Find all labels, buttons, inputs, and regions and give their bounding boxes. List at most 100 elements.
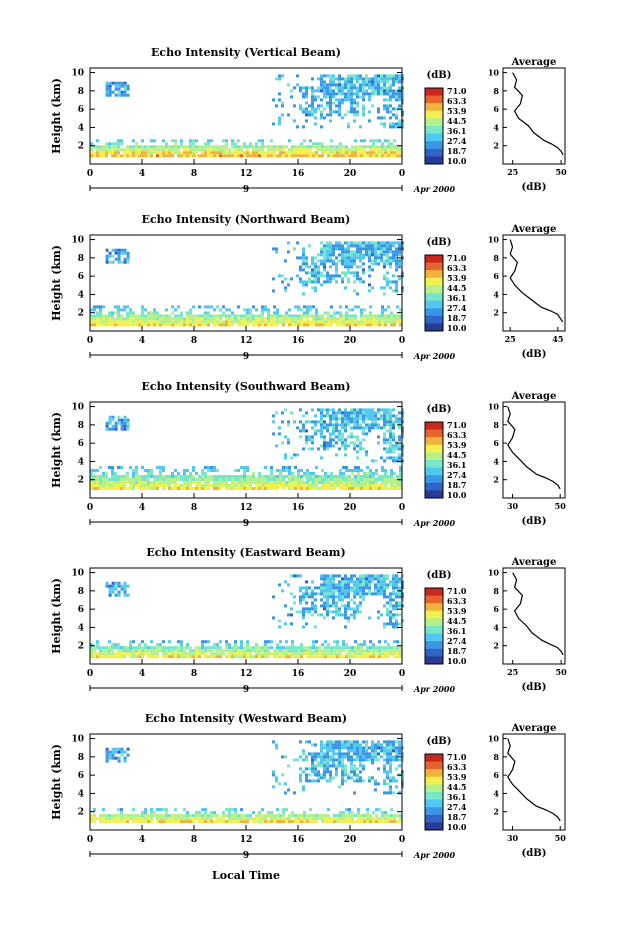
- heatmap-cell: [350, 417, 353, 421]
- heatmap-cell: [309, 478, 312, 481]
- heatmap-cell: [240, 808, 243, 812]
- heatmap-cell: [387, 145, 390, 149]
- heatmap-cell: [291, 475, 294, 478]
- heatmap-cell: [282, 151, 285, 155]
- heatmap-cell: [207, 154, 210, 158]
- colorbar-step: [425, 305, 443, 309]
- heatmap-cell: [171, 472, 174, 475]
- heatmap-cell: [123, 81, 127, 85]
- heatmap-cell: [333, 640, 336, 644]
- heatmap-cell: [285, 649, 288, 653]
- heatmap-cell: [276, 475, 279, 478]
- heatmap-cell: [335, 583, 338, 587]
- heatmap-cell: [353, 77, 356, 81]
- heatmap-cell: [261, 323, 264, 327]
- heatmap-cell: [363, 323, 366, 327]
- heatmap-cell: [350, 89, 353, 93]
- heatmap-cell: [369, 154, 372, 158]
- heatmap-cell: [392, 740, 395, 744]
- heatmap-cell: [297, 314, 300, 318]
- heatmap-cell: [300, 142, 303, 146]
- colorbar-tick-label: 36.1: [447, 460, 466, 470]
- heatmap-cell: [377, 86, 380, 90]
- heatmap-cell: [377, 262, 380, 266]
- heatmap-cell: [311, 764, 314, 768]
- heatmap-cell: [222, 820, 225, 824]
- heatmap-cell: [384, 481, 387, 484]
- heatmap-cell: [344, 286, 347, 290]
- heatmap-cell: [327, 808, 330, 812]
- heatmap-cell: [105, 145, 108, 149]
- profile-title: Average: [511, 391, 557, 402]
- heatmap-cell: [108, 481, 111, 484]
- heatmap-cell: [165, 320, 168, 324]
- heatmap-cell: [302, 414, 305, 418]
- profile-x-tick-label: 50: [556, 667, 568, 677]
- heatmap-cell: [258, 820, 261, 824]
- heatmap-cell: [105, 814, 108, 818]
- heatmap-cell: [126, 257, 130, 261]
- heatmap-cell: [150, 154, 153, 158]
- heatmap-cell: [398, 253, 401, 257]
- heatmap-cell: [383, 417, 386, 421]
- heatmap-cell: [377, 408, 380, 412]
- heatmap-cell: [326, 429, 329, 433]
- heatmap-cell: [320, 435, 323, 439]
- heatmap-cell: [168, 481, 171, 484]
- heatmap-cell: [372, 643, 375, 647]
- colorbar-step: [425, 138, 443, 142]
- heatmap-cell: [249, 481, 252, 484]
- heatmap-cell: [365, 583, 368, 587]
- heatmap-cell: [362, 426, 365, 430]
- heatmap-cell: [386, 791, 389, 795]
- heatmap-cell: [308, 610, 311, 614]
- heatmap-cell: [368, 119, 371, 123]
- heatmap-cell: [234, 317, 237, 321]
- colorbar-step: [425, 623, 443, 627]
- heatmap-cell: [240, 478, 243, 481]
- heatmap-cell: [347, 776, 350, 780]
- heatmap-cell: [299, 598, 302, 602]
- heatmap-cell: [341, 277, 344, 281]
- heatmap-cell: [338, 580, 341, 584]
- heatmap-cell: [189, 311, 192, 315]
- heatmap-cell: [276, 814, 279, 818]
- heatmap-cell: [357, 652, 360, 656]
- heatmap-cell: [117, 142, 120, 146]
- heatmap-cell: [117, 257, 121, 261]
- heatmap-cell: [356, 743, 359, 747]
- heatmap-cell: [180, 154, 183, 158]
- heatmap-cell: [305, 119, 308, 123]
- heatmap-cell: [123, 84, 127, 88]
- heatmap-cell: [225, 475, 228, 478]
- heatmap-cell: [392, 241, 395, 245]
- heatmap-cell: [273, 475, 276, 478]
- heatmap-cell: [359, 755, 362, 759]
- heatmap-cell: [246, 466, 249, 469]
- y-tick-label: 10: [71, 735, 84, 745]
- heatmap-cell: [392, 420, 395, 424]
- heatmap-cell: [255, 814, 258, 818]
- heatmap-cell: [362, 244, 365, 248]
- heatmap-cell: [356, 607, 359, 611]
- heatmap-cell: [272, 122, 275, 126]
- heatmap-cell: [111, 254, 115, 258]
- heatmap-cell: [338, 86, 341, 90]
- heatmap-cell: [210, 148, 213, 152]
- heatmap-cell: [354, 139, 357, 143]
- heatmap-cell: [135, 317, 138, 321]
- heatmap-cell: [366, 323, 369, 327]
- heatmap-cell: [389, 749, 392, 753]
- heatmap-cell: [305, 256, 308, 260]
- heatmap-cell: [207, 145, 210, 149]
- heatmap-cell: [297, 469, 300, 472]
- colorbar-frame: [424, 254, 444, 332]
- heatmap-cell: [135, 466, 138, 469]
- heatmap-cell: [323, 95, 326, 99]
- heatmap-cell: [392, 746, 395, 750]
- colorbar-tick-label: 53.9: [447, 772, 467, 782]
- heatmap-cell: [395, 241, 398, 245]
- heatmap-cell: [93, 154, 96, 158]
- heatmap-cell: [362, 268, 365, 272]
- heatmap-cell: [374, 589, 377, 593]
